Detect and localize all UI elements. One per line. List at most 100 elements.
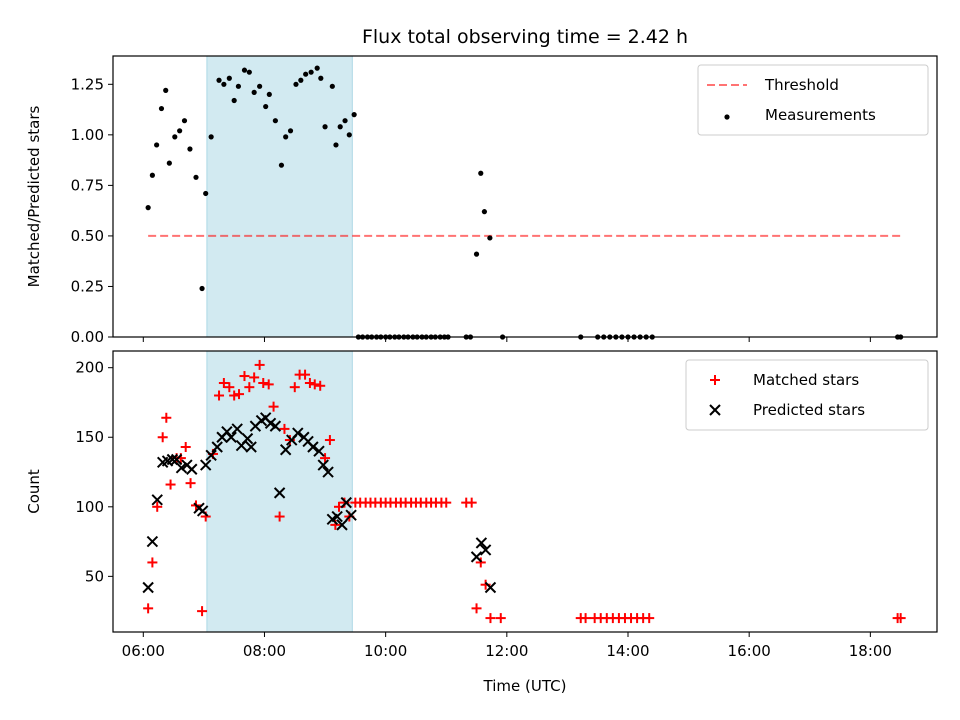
matched-stars-point [895, 613, 906, 624]
matched-stars-point [254, 359, 265, 370]
matched-stars-point [320, 453, 331, 464]
matched-stars-point [495, 613, 506, 624]
shaded-observing-window [206, 55, 353, 338]
predicted-marker-b [245, 441, 257, 453]
predicted-stars-point [231, 423, 243, 435]
matched-stars-point [180, 441, 191, 452]
predicted-stars-point [345, 509, 357, 521]
measurement-point [333, 142, 339, 148]
predicted-stars-point [331, 510, 343, 523]
measurement-point [172, 134, 178, 140]
legend: Threshold Measurements [697, 64, 929, 136]
predicted-marker-b [313, 445, 325, 457]
measurement-point [337, 124, 343, 130]
matched-stars-point [249, 372, 260, 383]
matched-stars-point [580, 613, 591, 624]
measurement-point [308, 69, 314, 75]
measurement-point [216, 77, 222, 83]
x-tick-label: 18:00 [849, 642, 892, 660]
legend-label: Measurements [765, 106, 876, 124]
y-tick-label: 150 [75, 428, 104, 446]
predicted-stars-point [196, 505, 209, 517]
predicted-stars-point [211, 441, 223, 453]
measurement-point [145, 205, 151, 211]
predicted-stars-point [241, 432, 254, 445]
matched-stars-point [234, 389, 245, 400]
predicted-marker-b [225, 431, 237, 443]
measurement-point [329, 83, 335, 89]
measurement-point [241, 67, 248, 73]
predicted-stars-point [142, 581, 154, 594]
measurement-point [163, 87, 169, 93]
predicted-marker-b [186, 463, 198, 475]
predicted-stars-point [269, 420, 282, 432]
matched-stars-point [268, 401, 279, 412]
matched-stars-point [244, 382, 255, 393]
measurement-point [322, 124, 328, 130]
top-panel-ratio-chart: 0.00 0.25 0.50 0.75 1.00 1.25 Matched/Predicte… [25, 55, 938, 346]
measurement-point [199, 285, 205, 292]
matched-stars-point [263, 379, 274, 390]
predicted-stars-point [470, 551, 483, 563]
legend: Matched stars Predicted stars [685, 359, 929, 431]
matched-stars-point [471, 603, 482, 614]
measurement-point [342, 118, 348, 124]
y-tick-label: 0.25 [71, 277, 104, 295]
matched-stars-point [165, 479, 176, 490]
predicted-stars-point [170, 453, 183, 466]
measurement-point [187, 146, 193, 152]
matched-stars-point [441, 497, 452, 508]
legend-label: Threshold [764, 76, 839, 94]
predicted-stars-point [322, 466, 334, 478]
matched-stars-point [279, 423, 290, 434]
x-tick-label: 06:00 [122, 642, 165, 660]
bottom-panel-count-chart: 50 100 150 200 06:00 08:00 10:00 12:00 14:00 16:0… [25, 350, 938, 695]
predicted-stars-point [313, 445, 325, 457]
x-tick-label: 16:00 [728, 642, 771, 660]
predicted-marker-b [264, 417, 277, 430]
predicted-marker-b [470, 551, 483, 563]
measurement-point [283, 134, 289, 140]
predicted-marker-b [146, 535, 159, 548]
axes-frame [112, 350, 938, 633]
predicted-stars-point [317, 459, 329, 471]
matched-stars-point [339, 497, 350, 508]
predicted-stars-point [292, 427, 304, 439]
measurement-point [314, 65, 320, 71]
predicted-marker-b [273, 487, 286, 499]
predicted-stars-point [146, 535, 159, 548]
measurement-point [149, 172, 155, 178]
measurement-point [251, 89, 257, 95]
predicted-marker-b [211, 441, 223, 453]
measurement-point [293, 81, 299, 87]
measurement-point [298, 77, 304, 83]
measurement-point [158, 105, 165, 112]
y-tick-label: 200 [75, 359, 104, 377]
measurement-point [203, 190, 209, 197]
predicted-marker-b [484, 581, 497, 594]
matched-stars-point [214, 390, 225, 401]
predicted-stars-point [205, 449, 217, 462]
y-tick-label: 0.75 [71, 176, 104, 194]
measurement-point [266, 91, 272, 98]
legend-label: Matched stars [753, 371, 859, 389]
x-tick-label: 14:00 [606, 642, 649, 660]
measurement-point [473, 251, 480, 257]
y-tick-label: 100 [75, 498, 104, 516]
matched-stars-point [315, 380, 326, 391]
x-tick-label: 10:00 [364, 642, 407, 660]
predicted-marker-b [231, 423, 243, 435]
measurement-point [481, 209, 488, 215]
matched-stars-point [157, 432, 168, 443]
y-tick-label: 0.50 [71, 227, 104, 245]
predicted-marker-b [166, 453, 179, 466]
predicted-stars-point [475, 537, 488, 549]
measurement-point [478, 170, 484, 176]
matched-stars-point [284, 435, 295, 446]
predicted-marker-b [479, 544, 492, 556]
measurement-point [154, 142, 160, 148]
predicted-stars-point [245, 441, 257, 453]
measurement-point [303, 71, 309, 77]
matched-stars-point [224, 382, 235, 393]
measurement-point [318, 75, 324, 81]
